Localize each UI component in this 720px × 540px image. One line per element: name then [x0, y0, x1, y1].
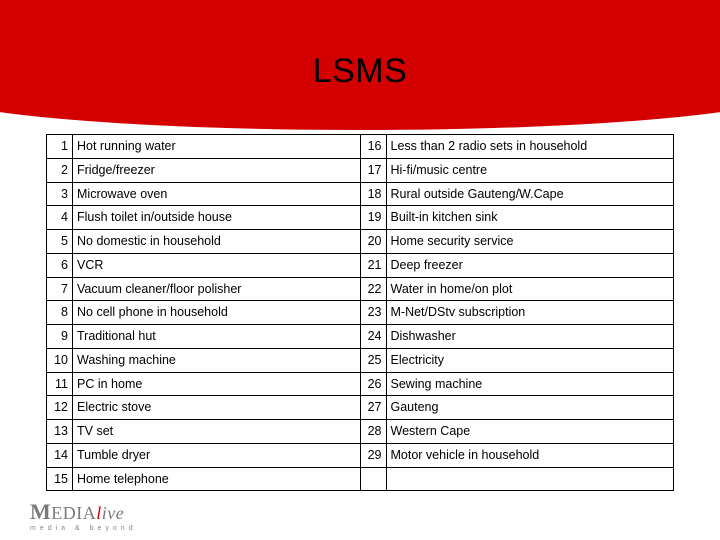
- cell-index-left: 5: [47, 230, 73, 254]
- cell-text-left: Hot running water: [73, 135, 361, 159]
- cell-text-left: Microwave oven: [73, 182, 361, 206]
- table-row: 2Fridge/freezer17Hi-fi/music centre: [47, 158, 674, 182]
- cell-index-right: 27: [360, 396, 386, 420]
- cell-text-right: Deep freezer: [386, 253, 674, 277]
- cell-text-right: Built-in kitchen sink: [386, 206, 674, 230]
- cell-index-left: 8: [47, 301, 73, 325]
- logo-letter: M: [30, 499, 51, 524]
- page-title: LSMS: [0, 52, 720, 91]
- cell-text-left: Tumble dryer: [73, 443, 361, 467]
- cell-index-right: 29: [360, 443, 386, 467]
- cell-text-right: Western Cape: [386, 420, 674, 444]
- cell-text-left: Fridge/freezer: [73, 158, 361, 182]
- logo-main: MEDIAlive: [30, 499, 137, 525]
- table-row: 8No cell phone in household23M-Net/DStv …: [47, 301, 674, 325]
- logo-tagline: media & beyond: [30, 525, 137, 532]
- cell-text-right: Gauteng: [386, 396, 674, 420]
- cell-text-right: Electricity: [386, 348, 674, 372]
- cell-text-right: M-Net/DStv subscription: [386, 301, 674, 325]
- table-row: 3Microwave oven18Rural outside Gauteng/W…: [47, 182, 674, 206]
- cell-index-right: 26: [360, 372, 386, 396]
- table-row: 15Home telephone: [47, 467, 674, 491]
- cell-index-left: 14: [47, 443, 73, 467]
- cell-text-left: VCR: [73, 253, 361, 277]
- cell-index-left: 12: [47, 396, 73, 420]
- cell-index-right: 20: [360, 230, 386, 254]
- cell-index-left: 13: [47, 420, 73, 444]
- cell-text-left: PC in home: [73, 372, 361, 396]
- cell-text-left: Home telephone: [73, 467, 361, 491]
- table-row: 9Traditional hut24Dishwasher: [47, 325, 674, 349]
- cell-index-right: 25: [360, 348, 386, 372]
- cell-text-left: No cell phone in household: [73, 301, 361, 325]
- table-row: 5No domestic in household20Home security…: [47, 230, 674, 254]
- cell-index-right: 28: [360, 420, 386, 444]
- cell-index-left: 7: [47, 277, 73, 301]
- cell-index-right: 22: [360, 277, 386, 301]
- cell-index-left: 4: [47, 206, 73, 230]
- cell-index-right: 18: [360, 182, 386, 206]
- table-row: 4Flush toilet in/outside house19Built-in…: [47, 206, 674, 230]
- table-row: 7Vacuum cleaner/floor polisher22Water in…: [47, 277, 674, 301]
- cell-index-right: [360, 467, 386, 491]
- cell-index-left: 11: [47, 372, 73, 396]
- cell-text-left: Vacuum cleaner/floor polisher: [73, 277, 361, 301]
- cell-text-right: Less than 2 radio sets in household: [386, 135, 674, 159]
- table-row: 14Tumble dryer29Motor vehicle in househo…: [47, 443, 674, 467]
- cell-index-right: 21: [360, 253, 386, 277]
- table-row: 10Washing machine25Electricity: [47, 348, 674, 372]
- cell-index-right: 17: [360, 158, 386, 182]
- lsms-table-container: 1Hot running water16Less than 2 radio se…: [46, 134, 674, 491]
- cell-index-left: 1: [47, 135, 73, 159]
- cell-index-left: 6: [47, 253, 73, 277]
- table-row: 1Hot running water16Less than 2 radio se…: [47, 135, 674, 159]
- cell-index-left: 2: [47, 158, 73, 182]
- cell-text-right: Sewing machine: [386, 372, 674, 396]
- table-row: 13TV set28Western Cape: [47, 420, 674, 444]
- logo-suffix: ive: [102, 503, 124, 523]
- cell-index-left: 9: [47, 325, 73, 349]
- cell-index-left: 15: [47, 467, 73, 491]
- lsms-table: 1Hot running water16Less than 2 radio se…: [46, 134, 674, 491]
- cell-text-right: Dishwasher: [386, 325, 674, 349]
- cell-index-left: 10: [47, 348, 73, 372]
- cell-text-left: Traditional hut: [73, 325, 361, 349]
- cell-index-right: 16: [360, 135, 386, 159]
- cell-index-left: 3: [47, 182, 73, 206]
- table-row: 12Electric stove27Gauteng: [47, 396, 674, 420]
- table-row: 6VCR21Deep freezer: [47, 253, 674, 277]
- cell-index-right: 19: [360, 206, 386, 230]
- cell-text-right: Hi-fi/music centre: [386, 158, 674, 182]
- cell-text-left: Electric stove: [73, 396, 361, 420]
- cell-text-right: [386, 467, 674, 491]
- cell-text-right: Rural outside Gauteng/W.Cape: [386, 182, 674, 206]
- footer-logo: MEDIAlive media & beyond: [30, 499, 137, 532]
- cell-index-right: 23: [360, 301, 386, 325]
- cell-text-left: No domestic in household: [73, 230, 361, 254]
- table-row: 11PC in home26Sewing machine: [47, 372, 674, 396]
- cell-text-left: TV set: [73, 420, 361, 444]
- cell-text-right: Home security service: [386, 230, 674, 254]
- logo-text: EDIA: [51, 503, 96, 523]
- cell-text-left: Washing machine: [73, 348, 361, 372]
- cell-index-right: 24: [360, 325, 386, 349]
- cell-text-left: Flush toilet in/outside house: [73, 206, 361, 230]
- cell-text-right: Water in home/on plot: [386, 277, 674, 301]
- cell-text-right: Motor vehicle in household: [386, 443, 674, 467]
